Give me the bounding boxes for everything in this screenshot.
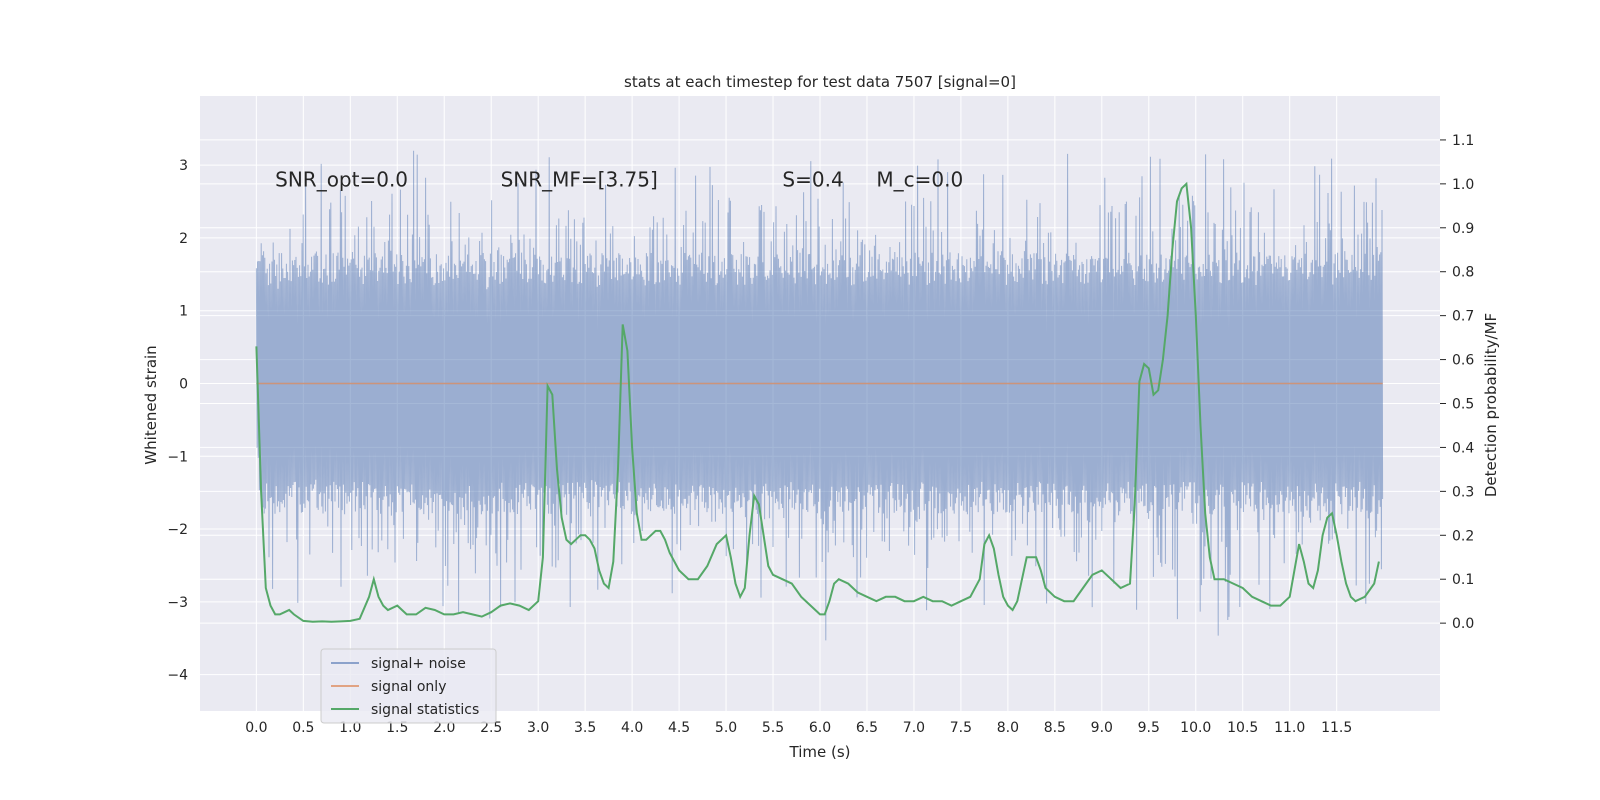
legend-label-signal-only: signal only — [371, 679, 446, 695]
x-tick-label: 6.0 — [809, 720, 831, 736]
y-right-tick-label: 0.3 — [1452, 484, 1474, 500]
y-tick-label: −4 — [167, 668, 188, 684]
x-tick-label: 1.0 — [339, 720, 361, 736]
y-tick-label: 1 — [179, 304, 188, 320]
y-tick-label: 0 — [179, 376, 188, 392]
y-right-tick-label: 1.1 — [1452, 133, 1474, 149]
x-tick-label: 0.5 — [292, 720, 314, 736]
x-tick-label: 10.0 — [1180, 720, 1211, 736]
x-tick-label: 3.0 — [527, 720, 549, 736]
x-tick-label: 7.5 — [950, 720, 972, 736]
y-right-tick-label: 0.7 — [1452, 309, 1474, 325]
annotation-0: SNR_opt=0.0 — [275, 168, 408, 192]
x-tick-label: 3.5 — [574, 720, 596, 736]
x-tick-label: 11.5 — [1321, 720, 1352, 736]
annotations: SNR_opt=0.0 SNR_MF=[3.75] S=0.4 M_c=0.0 — [275, 168, 963, 192]
x-tick-label: 0.0 — [245, 720, 267, 736]
legend: signal+ noise signal only signal statist… — [320, 648, 497, 724]
y-right-tick-label: 0.8 — [1452, 265, 1474, 281]
x-tick-label: 6.5 — [856, 720, 878, 736]
y-tick-label: 2 — [179, 231, 188, 247]
y-right-tick-label: 0.4 — [1452, 440, 1474, 456]
y-right-tick-label: 0.0 — [1452, 616, 1474, 632]
x-tick-labels: 0.0 0.5 1.0 1.5 2.0 2.5 3.0 3.5 4.0 4.5 5.0 5.5 6.0 6… — [245, 720, 1352, 736]
y-right-tick-label: 0.1 — [1452, 572, 1474, 588]
legend-box — [320, 648, 497, 724]
y-right-tick-label: 0.6 — [1452, 353, 1474, 369]
annotation-3: M_c=0.0 — [876, 168, 963, 192]
y-right-tick-label: 1.0 — [1452, 177, 1474, 193]
x-tick-label: 4.5 — [668, 720, 690, 736]
x-tick-label: 1.5 — [386, 720, 408, 736]
y-right-tick-label: 0.9 — [1452, 221, 1474, 237]
annotation-2: S=0.4 — [782, 168, 843, 192]
x-tick-label: 2.5 — [480, 720, 502, 736]
y-tick-label: −2 — [167, 522, 188, 538]
x-tick-label: 7.0 — [903, 720, 925, 736]
x-tick-label: 11.0 — [1274, 720, 1305, 736]
y-right-tick-label: 0.5 — [1452, 397, 1474, 413]
y-axis-label: Whitened strain — [142, 345, 160, 464]
x-axis-label: Time (s) — [789, 743, 851, 761]
legend-label-signal-statistics: signal statistics — [371, 702, 479, 718]
series-signal-statistics — [255, 181, 1380, 623]
y-tick-labels: −4 −3 −2 −1 0 1 2 3 — [167, 158, 188, 683]
series-signal-noise — [255, 150, 1384, 641]
y-tick-label: −1 — [167, 449, 188, 465]
y-tick-label: 3 — [179, 158, 188, 174]
annotation-1: SNR_MF=[3.75] — [501, 168, 658, 192]
y-right-tick-label: 0.2 — [1452, 528, 1474, 544]
y-right-tick-marks — [1440, 139, 1446, 624]
y-tick-label: −3 — [167, 595, 188, 611]
x-tick-label: 8.5 — [1044, 720, 1066, 736]
x-tick-label: 4.0 — [621, 720, 643, 736]
x-tick-label: 2.0 — [433, 720, 455, 736]
x-tick-label: 9.5 — [1138, 720, 1160, 736]
chart-title: stats at each timestep for test data 750… — [624, 73, 1016, 91]
x-tick-label: 8.0 — [997, 720, 1019, 736]
y-axis-right-label: Detection probability/MF — [1482, 313, 1500, 497]
x-tick-label: 5.5 — [762, 720, 784, 736]
y-right-tick-labels: 0.0 0.1 0.2 0.3 0.4 0.5 0.6 0.7 0.8 0.9 1.0 1.1 — [1452, 133, 1474, 632]
x-tick-label: 9.0 — [1091, 720, 1113, 736]
legend-label-signal-noise: signal+ noise — [371, 656, 466, 672]
x-tick-label: 5.0 — [715, 720, 737, 736]
x-tick-label: 10.5 — [1227, 720, 1258, 736]
